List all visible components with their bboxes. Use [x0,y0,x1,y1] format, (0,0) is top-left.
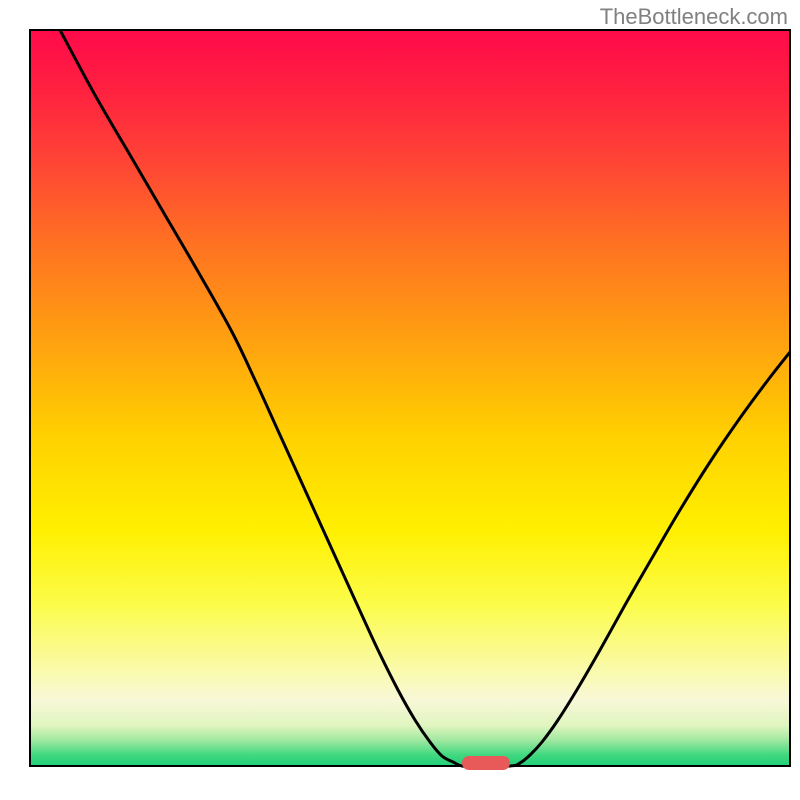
chart-svg [0,0,800,800]
optimal-marker [462,756,510,770]
chart-plot-area [30,30,790,766]
watermark-text: TheBottleneck.com [600,4,788,30]
bottleneck-chart: TheBottleneck.com [0,0,800,800]
